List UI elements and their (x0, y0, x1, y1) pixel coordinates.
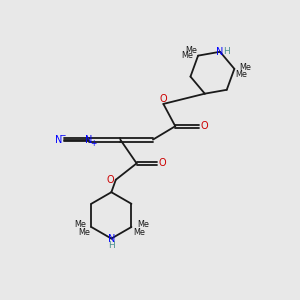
Text: O: O (107, 175, 114, 185)
Text: Me: Me (235, 70, 247, 79)
Text: Me: Me (137, 220, 149, 229)
Text: −: − (59, 130, 66, 140)
Text: Me: Me (133, 228, 145, 237)
Text: N: N (55, 135, 62, 145)
Text: O: O (200, 121, 208, 131)
Text: +: + (91, 139, 97, 148)
Text: O: O (160, 94, 167, 103)
Text: Me: Me (74, 220, 86, 229)
Text: Me: Me (186, 46, 197, 55)
Text: N: N (216, 47, 224, 57)
Text: O: O (159, 158, 166, 168)
Text: N: N (108, 234, 115, 244)
Text: H: H (223, 47, 230, 56)
Text: H: H (108, 241, 115, 250)
Text: Me: Me (181, 51, 193, 60)
Text: Me: Me (78, 228, 90, 237)
Text: N: N (85, 135, 93, 145)
Text: Me: Me (239, 63, 251, 72)
